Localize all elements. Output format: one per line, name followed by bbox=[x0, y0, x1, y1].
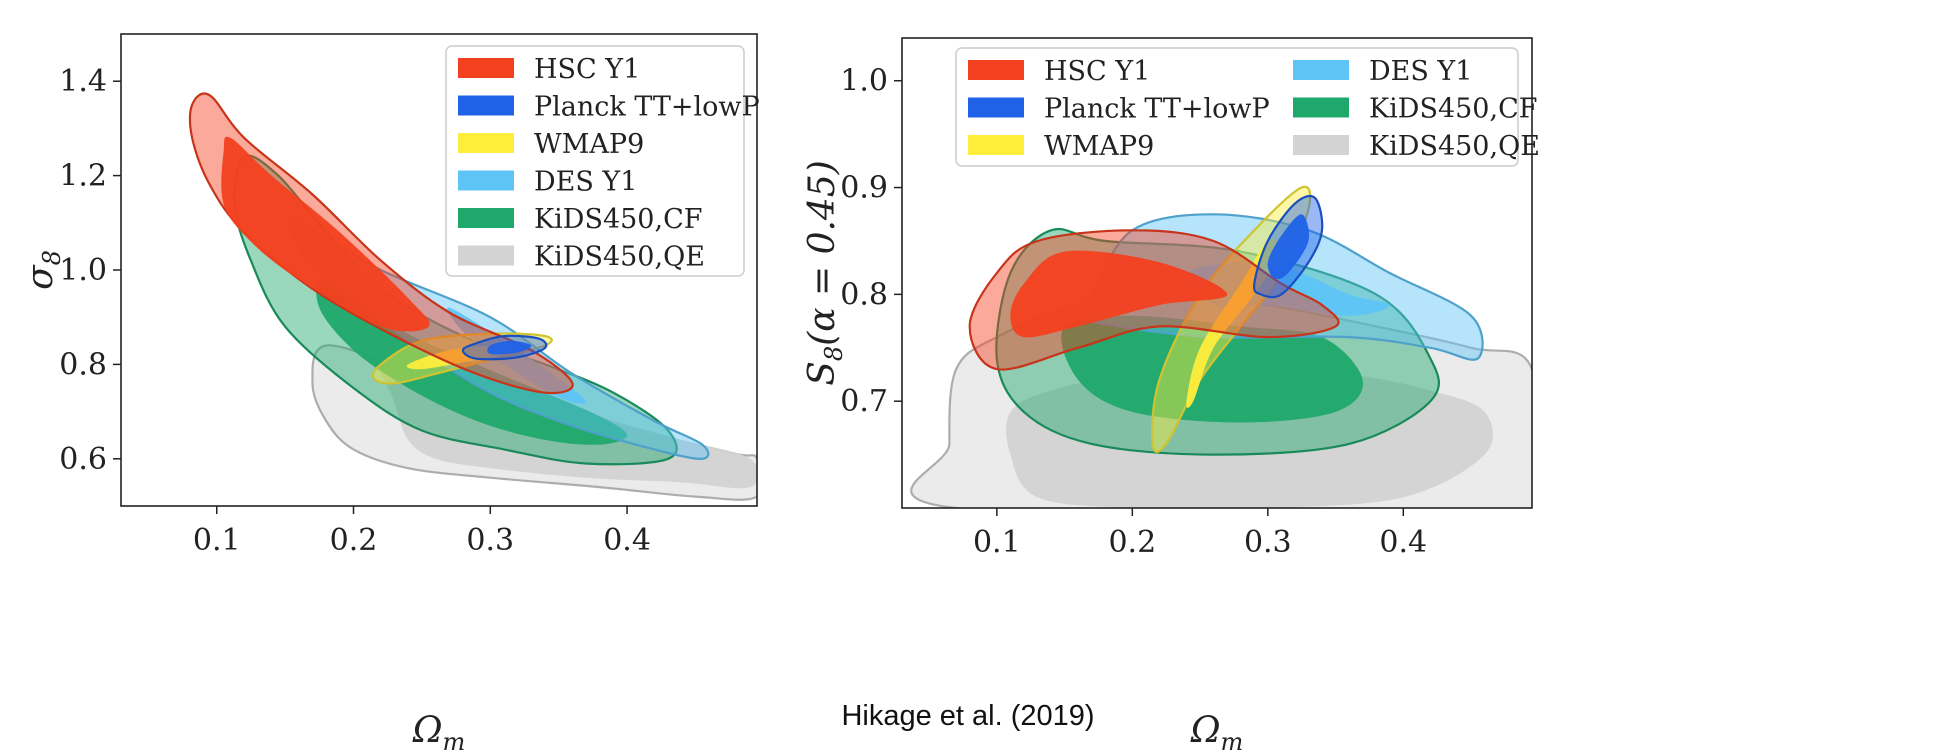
contour-inner-hsc-y1 bbox=[1010, 250, 1228, 338]
axes-frame bbox=[901, 37, 1533, 509]
legend-swatch-des-y1 bbox=[458, 170, 514, 191]
legend-swatch-kids450-cf bbox=[458, 208, 514, 228]
x-tick-label: 0.2 bbox=[330, 523, 378, 558]
y-tick-label: 1.0 bbox=[59, 253, 107, 288]
y-tick-label: 0.7 bbox=[840, 384, 888, 419]
x-tick-label: 0.4 bbox=[603, 523, 651, 558]
legend-label-wmap9: WMAP9 bbox=[1044, 131, 1154, 162]
x-tick-label: 0.3 bbox=[466, 523, 514, 558]
legend-swatch-hsc-y1 bbox=[968, 60, 1024, 80]
contour-inner-hsc-y1 bbox=[221, 136, 430, 332]
y-tick-label: 1.0 bbox=[840, 64, 888, 99]
legend-label-planck-tt-lowp: Planck TT+lowP bbox=[534, 92, 760, 123]
y-tick-label: 0.6 bbox=[59, 442, 107, 477]
legend-swatch-kids450-cf bbox=[1293, 97, 1349, 118]
contour-wmap9 bbox=[1151, 185, 1312, 453]
y-tick-label: 0.8 bbox=[59, 347, 107, 382]
legend: HSC Y1 Planck TT+lowP WMAP9 DES Y1 KiDS450,C… bbox=[445, 45, 760, 277]
y-tick-label: 1.4 bbox=[59, 64, 107, 99]
x-tick-label: 0.4 bbox=[1379, 525, 1427, 560]
y-tick-label: 0.8 bbox=[840, 277, 888, 312]
y-tick-label: 0.9 bbox=[840, 171, 888, 206]
contour-inner-wmap9 bbox=[1186, 239, 1282, 408]
legend-label-hsc-y1: HSC Y1 bbox=[1044, 56, 1150, 87]
contour-hsc-y1 bbox=[188, 92, 574, 395]
figure-caption: Hikage et al. (2019) bbox=[841, 700, 1095, 732]
legend-swatch-planck-tt-lowp bbox=[458, 95, 514, 116]
legend: HSC Y1 Planck TT+lowP WMAP9 DES Y1 KiDS450,C… bbox=[955, 47, 1540, 167]
y-axis-label: S8(α = 0.45) bbox=[802, 160, 848, 386]
legend-swatch-planck-tt-lowp bbox=[968, 97, 1024, 118]
legend-label-hsc-y1: HSC Y1 bbox=[534, 54, 640, 85]
x-tick-label: 0.1 bbox=[193, 523, 241, 558]
x-tick-label: 0.3 bbox=[1244, 525, 1292, 560]
contour-inner-des-y1 bbox=[447, 307, 586, 404]
plot-area bbox=[188, 92, 757, 501]
legend-swatch-des-y1 bbox=[1293, 60, 1349, 80]
legend-label-planck-tt-lowp: Planck TT+lowP bbox=[1044, 94, 1270, 125]
legend-box bbox=[445, 45, 745, 277]
legend-label-wmap9: WMAP9 bbox=[534, 129, 644, 160]
legend-label-des-y1: DES Y1 bbox=[534, 167, 637, 198]
legend-label-kids450-cf: KiDS450,CF bbox=[1369, 94, 1537, 125]
legend-swatch-kids450-qe bbox=[458, 245, 514, 266]
legend-swatch-wmap9 bbox=[968, 135, 1024, 155]
y-axis-label: σ8 bbox=[20, 250, 66, 290]
x-tick-label: 0.1 bbox=[973, 525, 1021, 560]
legend-swatch-hsc-y1 bbox=[458, 58, 514, 78]
contour-inner-planck-tt-lowp bbox=[1267, 214, 1310, 280]
legend-label-kids450-qe: KiDS450,QE bbox=[534, 242, 705, 273]
plot-area bbox=[910, 185, 1532, 508]
legend-label-kids450-qe: KiDS450,QE bbox=[1369, 131, 1540, 162]
legend-label-kids450-cf: KiDS450,CF bbox=[534, 204, 702, 235]
contour-hsc-y1 bbox=[968, 229, 1340, 371]
contour-planck-tt-lowp bbox=[461, 334, 548, 361]
contour-planck-tt-lowp bbox=[1252, 194, 1324, 299]
x-tick-label: 0.2 bbox=[1108, 525, 1156, 560]
y-tick-label: 1.2 bbox=[59, 159, 107, 194]
legend-swatch-wmap9 bbox=[458, 133, 514, 153]
legend-swatch-kids450-qe bbox=[1293, 135, 1349, 155]
contour-inner-kids450-cf bbox=[316, 279, 628, 445]
legend-label-des-y1: DES Y1 bbox=[1369, 56, 1472, 87]
legend-box bbox=[955, 47, 1519, 167]
contour-inner-kids450-cf bbox=[1061, 315, 1363, 423]
contour-inner-planck-tt-lowp bbox=[487, 340, 532, 355]
